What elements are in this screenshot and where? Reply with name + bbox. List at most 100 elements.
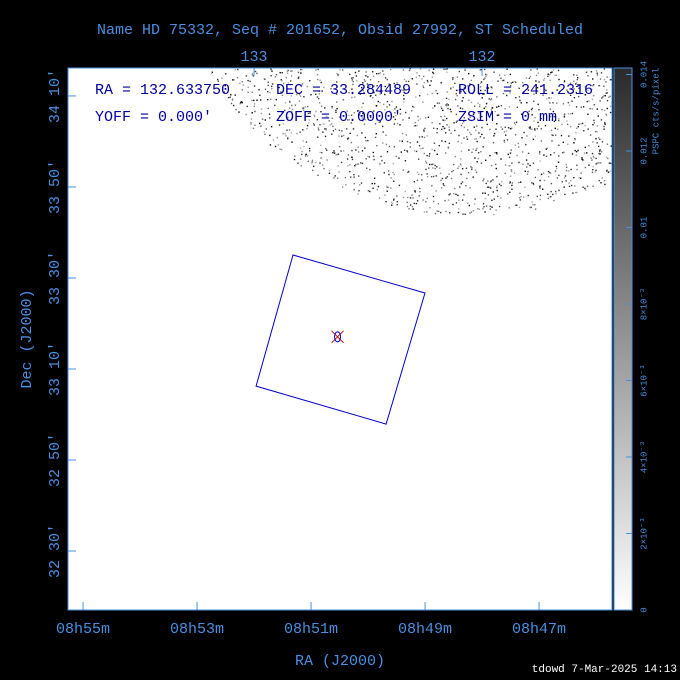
sky-pixel (596, 72, 598, 74)
sky-pixel (240, 101, 242, 104)
sky-pixel (432, 107, 434, 109)
sky-pixel (280, 91, 282, 93)
sky-pixel (555, 190, 557, 193)
sky-pixel (592, 169, 594, 171)
sky-pixel (476, 118, 479, 120)
sky-pixel (275, 98, 277, 101)
sky-pixel (480, 81, 483, 83)
sky-pixel (520, 113, 523, 115)
sky-pixel (610, 162, 612, 165)
sky-pixel (554, 74, 556, 77)
sky-pixel (493, 132, 496, 135)
sky-pixel (377, 100, 379, 103)
sky-pixel (429, 153, 431, 155)
sky-pixel (488, 98, 490, 100)
sky-pixel (358, 190, 360, 192)
sky-pixel (324, 135, 327, 138)
sky-pixel (610, 145, 612, 147)
sky-pixel (386, 100, 389, 103)
sky-pixel (570, 184, 573, 187)
sky-pixel (447, 147, 450, 149)
sky-pixel (444, 140, 447, 143)
sky-pixel (278, 86, 280, 89)
sky-pixel (252, 75, 255, 77)
sky-pixel (501, 180, 503, 183)
sky-pixel (493, 135, 495, 137)
sky-pixel (302, 107, 305, 109)
sky-pixel (539, 198, 541, 201)
sky-pixel (444, 199, 446, 202)
sky-pixel (365, 75, 367, 77)
sky-pixel (547, 197, 549, 200)
sky-pixel (448, 98, 450, 101)
sky-pixel (271, 70, 273, 72)
sky-pixel (315, 110, 317, 113)
sky-pixel (325, 129, 327, 131)
sky-pixel (356, 79, 358, 82)
sky-pixel (358, 70, 360, 72)
sky-pixel (592, 84, 595, 86)
sky-pixel (454, 129, 456, 132)
sky-pixel (483, 93, 485, 95)
sky-pixel (301, 153, 303, 156)
sky-pixel (372, 75, 375, 77)
sky-pixel (518, 87, 520, 89)
sky-pixel (461, 168, 464, 170)
sky-pixel (597, 115, 599, 117)
sky-pixel (258, 89, 260, 91)
sky-pixel (509, 152, 512, 154)
sky-pixel (369, 79, 372, 81)
sky-pixel (388, 170, 390, 172)
sky-pixel (601, 151, 603, 153)
sky-pixel (409, 142, 411, 144)
sky-pixel (381, 159, 383, 162)
sky-pixel (591, 88, 593, 91)
sky-pixel (569, 94, 572, 96)
sky-pixel (361, 132, 363, 134)
sky-pixel (251, 72, 254, 75)
sky-pixel (274, 104, 276, 107)
sky-pixel (491, 87, 493, 89)
sky-pixel (396, 203, 398, 206)
sky-pixel (608, 162, 611, 164)
sky-pixel (299, 158, 302, 160)
sky-pixel (551, 71, 553, 73)
sky-pixel (359, 93, 361, 95)
sky-pixel (589, 134, 592, 136)
sky-pixel (591, 171, 594, 174)
sky-pixel (370, 116, 372, 119)
sky-pixel (351, 88, 353, 90)
sky-pixel (393, 123, 396, 125)
sky-pixel (595, 157, 597, 160)
sky-pixel (315, 69, 317, 71)
sky-pixel (487, 180, 489, 182)
sky-pixel (463, 126, 466, 128)
sky-pixel (553, 152, 555, 154)
sky-pixel (217, 80, 219, 82)
sky-pixel (509, 164, 511, 167)
sky-pixel (336, 107, 338, 110)
sky-pixel (252, 127, 255, 129)
sky-pixel (485, 75, 487, 78)
sky-pixel (518, 181, 520, 184)
sky-pixel (357, 110, 360, 112)
sky-pixel (403, 149, 406, 151)
sky-pixel (461, 100, 463, 102)
sky-pixel (573, 176, 575, 179)
sky-pixel (462, 78, 464, 80)
sky-pixel (603, 125, 605, 128)
sky-pixel (567, 102, 569, 104)
sky-pixel (382, 142, 384, 144)
sky-pixel (395, 155, 397, 157)
sky-pixel (382, 125, 384, 128)
sky-pixel (447, 107, 449, 110)
sky-pixel (413, 125, 416, 127)
sky-pixel (331, 133, 333, 135)
sky-pixel (392, 116, 395, 118)
colorbar (613, 67, 633, 611)
colorbar-tick-label: 0.01 (639, 217, 649, 239)
sky-pixel (500, 126, 502, 128)
sky-pixel (423, 152, 425, 155)
sky-pixel (419, 95, 421, 97)
sky-pixel (457, 211, 460, 214)
